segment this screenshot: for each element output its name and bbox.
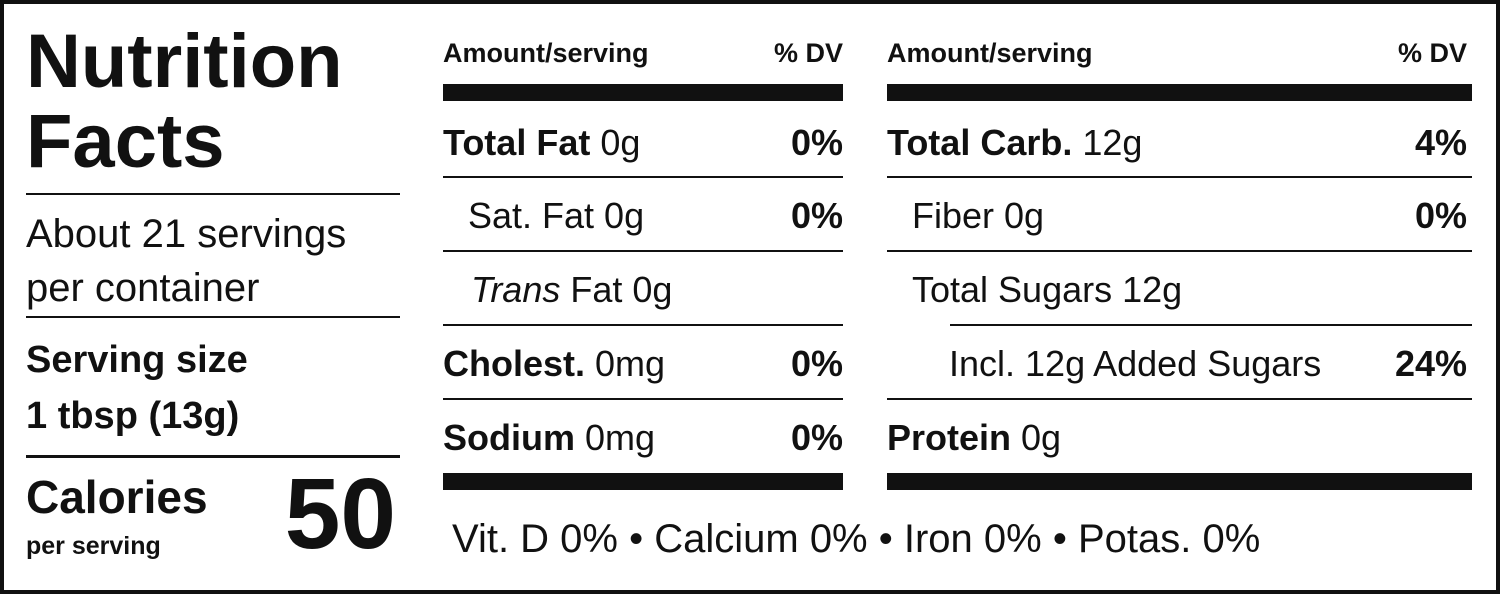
daily-value: 0% xyxy=(790,343,843,384)
rule xyxy=(950,324,1472,326)
thick-rule xyxy=(443,473,843,490)
daily-value: 24% xyxy=(1394,343,1467,384)
nutrient-row: Total Fat 0g 0% xyxy=(443,121,843,165)
header-amount: Amount/serving xyxy=(443,38,649,68)
nutrient-amount: Sat. Fat 0g xyxy=(468,195,645,236)
servings: per container xyxy=(26,266,260,310)
daily-value: 4% xyxy=(1414,122,1467,163)
thick-rule xyxy=(887,473,1472,490)
nutrient-row: Incl. 12g Added Sugars 24% xyxy=(949,342,1467,386)
nutrient-row: Sodium 0mg 0% xyxy=(443,416,843,460)
rule xyxy=(26,193,400,195)
daily-value: 0% xyxy=(1414,195,1467,236)
nutrient-name: Trans xyxy=(471,269,561,310)
nutrient-name: Cholest. xyxy=(443,343,586,384)
header-dv: % DV xyxy=(773,38,843,68)
calories-sublabel: per serving xyxy=(26,532,161,560)
nutrient-amount: Total Sugars 12g xyxy=(912,269,1183,310)
nutrient-amount: Fat 0g xyxy=(570,269,673,310)
footer: Vit. D 0% • Calcium 0% • Iron 0% • Potas… xyxy=(452,517,1261,561)
title: Nutrition xyxy=(26,19,343,104)
nutrient-amount: 0mg xyxy=(595,343,666,384)
rule xyxy=(443,398,843,400)
rule xyxy=(443,176,843,178)
nutrient-row: Total Sugars 12g xyxy=(912,268,1467,312)
nutrient-name: Total Carb. xyxy=(887,122,1073,163)
daily-value: 0% xyxy=(790,417,843,458)
nutrient-row: Total Carb. 12g 4% xyxy=(887,121,1467,165)
header-amount: Amount/serving xyxy=(887,38,1093,68)
rule xyxy=(887,176,1472,178)
calories-label: Calories xyxy=(26,471,208,523)
serving-size-label: Serving size xyxy=(26,339,248,381)
nutrient-amount: 12g xyxy=(1082,122,1143,163)
daily-value: 0% xyxy=(790,122,843,163)
rule xyxy=(26,455,400,458)
calories-value: 50 xyxy=(284,458,396,570)
title: Facts xyxy=(26,99,225,184)
rule xyxy=(443,250,843,252)
rule xyxy=(887,250,1472,252)
nutrient-amount: 0g xyxy=(600,122,641,163)
rule xyxy=(887,398,1472,400)
nutrient-row: Sat. Fat 0g 0% xyxy=(468,194,843,238)
servings: About 21 servings xyxy=(26,212,347,256)
nutrient-name: Sodium xyxy=(443,417,575,458)
nutrient-row: Protein 0g xyxy=(887,416,1467,460)
nutrient-amount: 0g xyxy=(1021,417,1062,458)
daily-value: 0% xyxy=(790,195,843,236)
thick-rule xyxy=(443,84,843,101)
serving-size-value: 1 tbsp (13g) xyxy=(26,395,240,437)
nutrient-amount: Fiber 0g xyxy=(912,195,1045,236)
nutrient-amount: Incl. 12g Added Sugars xyxy=(949,343,1322,384)
nutrient-name: Protein xyxy=(887,417,1012,458)
nutrient-name: Total Fat xyxy=(443,122,591,163)
rule xyxy=(26,316,400,318)
thick-rule xyxy=(887,84,1472,101)
nutrient-row: Cholest. 0mg 0% xyxy=(443,342,843,386)
header-dv: % DV xyxy=(1397,38,1467,68)
nutrient-row: Trans Fat 0g xyxy=(471,268,843,312)
rule xyxy=(443,324,843,326)
nutrient-row: Fiber 0g 0% xyxy=(912,194,1467,238)
nutrient-amount: 0mg xyxy=(585,417,656,458)
